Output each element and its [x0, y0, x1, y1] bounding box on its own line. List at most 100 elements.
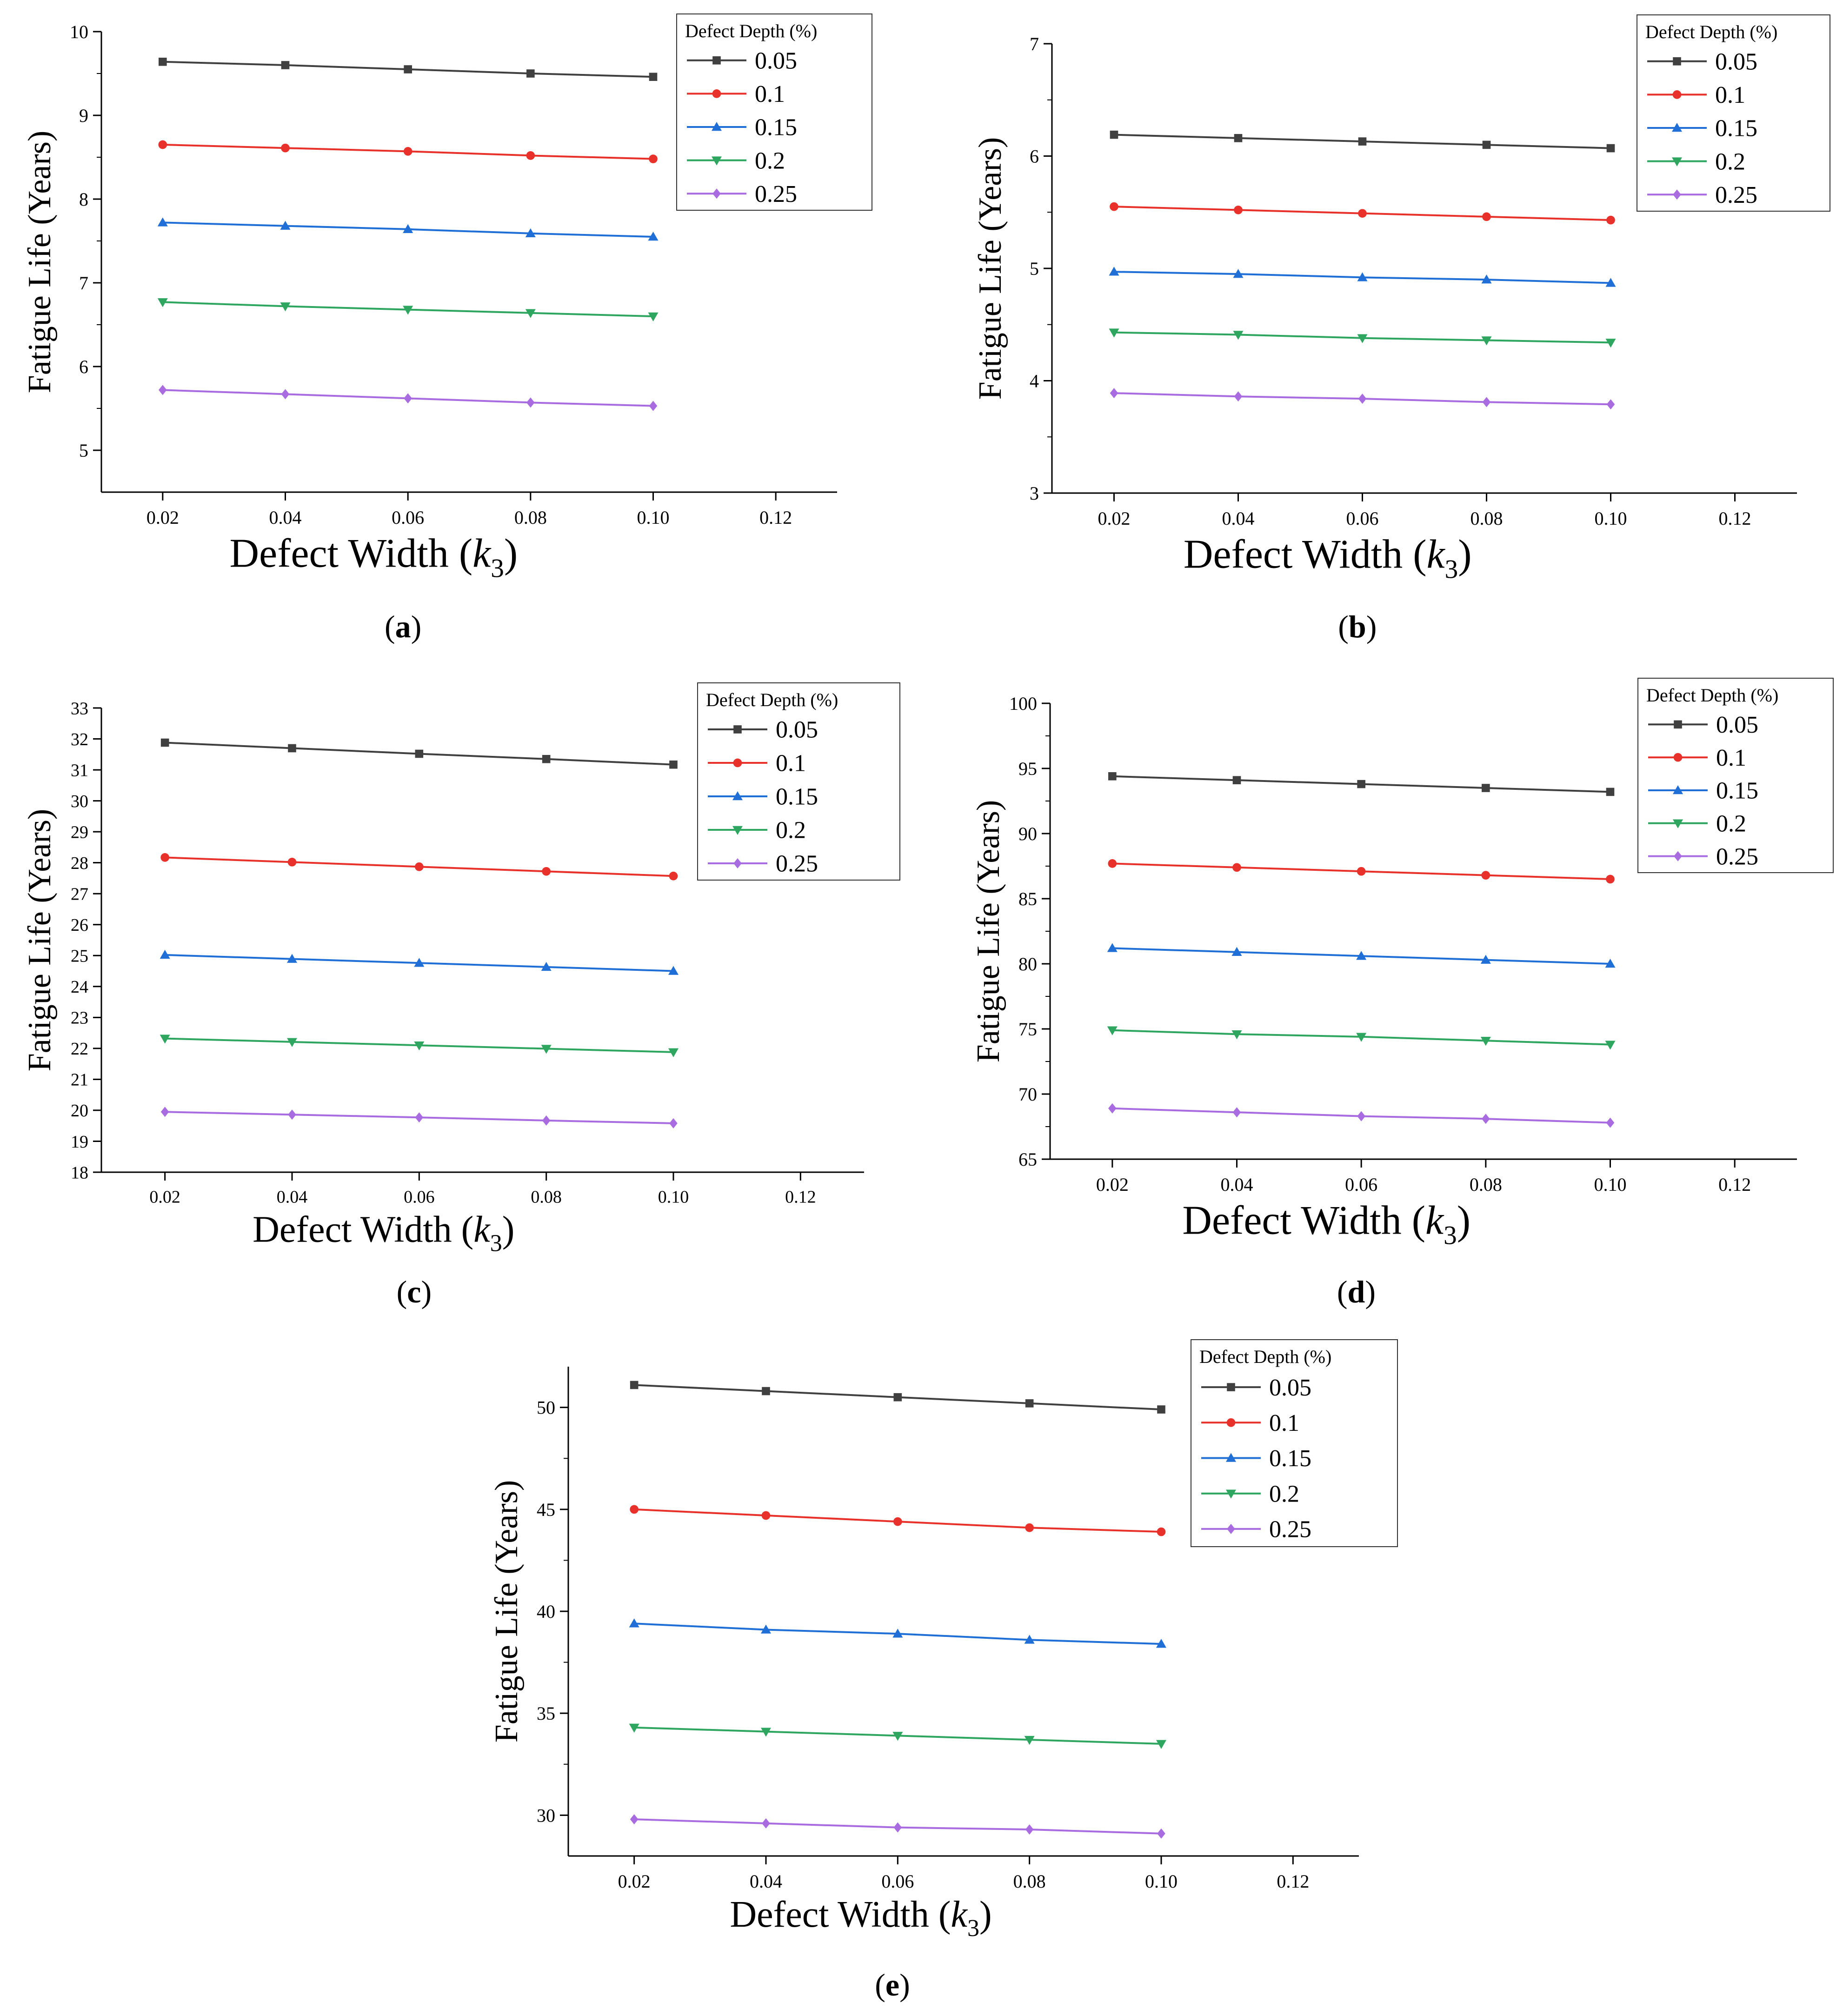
panel-label-paren: ( — [1338, 609, 1349, 644]
x-tick-label: 0.08 — [1470, 508, 1503, 529]
data-point — [1108, 1103, 1117, 1114]
panel-label: (c) — [397, 1274, 432, 1309]
legend: Defect Depth (%) 0.05 0.1 0.15 0.2 0.25 — [697, 682, 900, 881]
data-point — [649, 154, 658, 163]
panel-label-paren: ) — [421, 1274, 432, 1309]
legend-box — [1637, 14, 1830, 212]
data-point — [1605, 339, 1616, 348]
data-point — [1605, 959, 1616, 968]
x-tick-label: 0.10 — [1595, 508, 1627, 529]
data-point — [1156, 1639, 1166, 1648]
legend-item-0.1: 0.1 — [687, 81, 785, 107]
data-point — [541, 961, 552, 971]
x-axis-label-paren: ( — [929, 1894, 951, 1935]
data-point — [542, 867, 551, 876]
panel-label-paren: ) — [1366, 609, 1377, 644]
legend-label: 0.1 — [776, 750, 806, 777]
data-point — [281, 389, 290, 400]
x-axis-label-paren: ) — [1458, 532, 1471, 577]
data-point — [893, 1393, 902, 1402]
data-point — [1108, 859, 1117, 868]
data-point — [1232, 1107, 1241, 1118]
series-0.15 — [160, 949, 679, 975]
x-tick-label: 0.12 — [1718, 1174, 1751, 1195]
legend-label: 0.1 — [1715, 82, 1745, 108]
y-tick-label: 100 — [1009, 693, 1037, 714]
data-point — [1357, 272, 1368, 281]
data-point — [541, 1045, 552, 1054]
legend-marker — [1673, 785, 1683, 794]
y-tick-label: 10 — [70, 21, 88, 42]
data-point — [1357, 867, 1366, 876]
data-point — [649, 73, 658, 81]
series-0.15 — [1109, 267, 1616, 287]
data-point — [1357, 1111, 1365, 1121]
x-axis-label-variable: k — [1427, 532, 1446, 577]
panel-label-letter: c — [407, 1274, 421, 1309]
legend-box — [1637, 678, 1834, 873]
y-tick-label: 25 — [71, 947, 88, 966]
data-point — [630, 1381, 639, 1389]
x-axis-label: Defect Width (k3) — [730, 1894, 991, 1942]
legend-marker — [1673, 189, 1681, 200]
x-axis-label-text: Defect Width — [730, 1894, 929, 1935]
legend-marker — [1672, 123, 1682, 132]
x-tick-label: 0.04 — [269, 507, 302, 528]
x-axis-label: Defect Width (k3) — [253, 1209, 514, 1257]
data-point — [1231, 1030, 1242, 1040]
y-tick-label: 26 — [71, 915, 88, 935]
data-point — [1480, 955, 1491, 964]
data-point — [1232, 863, 1241, 872]
y-tick-label: 7 — [1030, 33, 1039, 54]
legend-marker — [733, 758, 742, 768]
legend-marker — [1673, 753, 1683, 762]
y-tick-label: 50 — [537, 1397, 555, 1418]
x-tick-label: 0.04 — [1222, 508, 1255, 529]
x-axis-label-paren: ) — [1457, 1198, 1470, 1243]
panel-label-paren: ) — [1365, 1274, 1376, 1309]
data-point — [1025, 1399, 1034, 1408]
data-point — [159, 385, 167, 395]
data-point — [160, 1107, 169, 1117]
data-point — [287, 1038, 297, 1047]
y-tick-label: 85 — [1018, 888, 1037, 909]
y-tick-label: 32 — [71, 730, 88, 749]
data-point — [1480, 1036, 1491, 1046]
data-point — [1606, 788, 1615, 796]
data-point — [1482, 212, 1491, 221]
data-point — [1606, 399, 1615, 410]
legend-label: 0.15 — [1716, 778, 1758, 804]
x-tick-label: 0.02 — [146, 507, 179, 528]
series-0.05 — [159, 58, 658, 81]
legend-label: 0.15 — [755, 114, 797, 141]
y-tick-label: 5 — [79, 440, 88, 461]
y-tick-label: 28 — [71, 854, 88, 873]
legend-label: 0.25 — [1716, 843, 1758, 870]
legend-marker — [1227, 1383, 1235, 1391]
data-point — [160, 738, 169, 747]
data-point — [414, 958, 425, 967]
y-tick-label: 20 — [71, 1101, 88, 1121]
legend-label: 0.05 — [1716, 712, 1758, 738]
x-axis-label-subscript: 3 — [1445, 554, 1458, 584]
legend: Defect Depth (%) 0.05 0.1 0.15 0.2 0.25 — [1637, 678, 1834, 873]
data-point — [404, 393, 412, 404]
data-point — [1606, 144, 1615, 153]
data-point — [415, 749, 424, 758]
legend: Defect Depth (%) 0.05 0.1 0.15 0.2 0.25 — [676, 13, 872, 211]
x-tick-label: 0.06 — [404, 1188, 435, 1207]
data-point — [287, 954, 297, 963]
panel-label-paren: ( — [875, 1967, 885, 2003]
data-point — [526, 69, 535, 78]
data-point — [157, 217, 168, 227]
series-0.25 — [1110, 388, 1615, 410]
legend-label: 0.2 — [1716, 810, 1746, 837]
legend-marker — [1226, 1489, 1236, 1499]
x-tick-label: 0.10 — [1145, 1871, 1178, 1892]
data-point — [160, 1035, 170, 1044]
series-0.1 — [160, 853, 678, 881]
series-0.1 — [1108, 859, 1615, 884]
y-tick-label: 30 — [71, 792, 88, 811]
legend-item-0.1: 0.1 — [1648, 745, 1746, 771]
data-point — [1110, 202, 1118, 211]
